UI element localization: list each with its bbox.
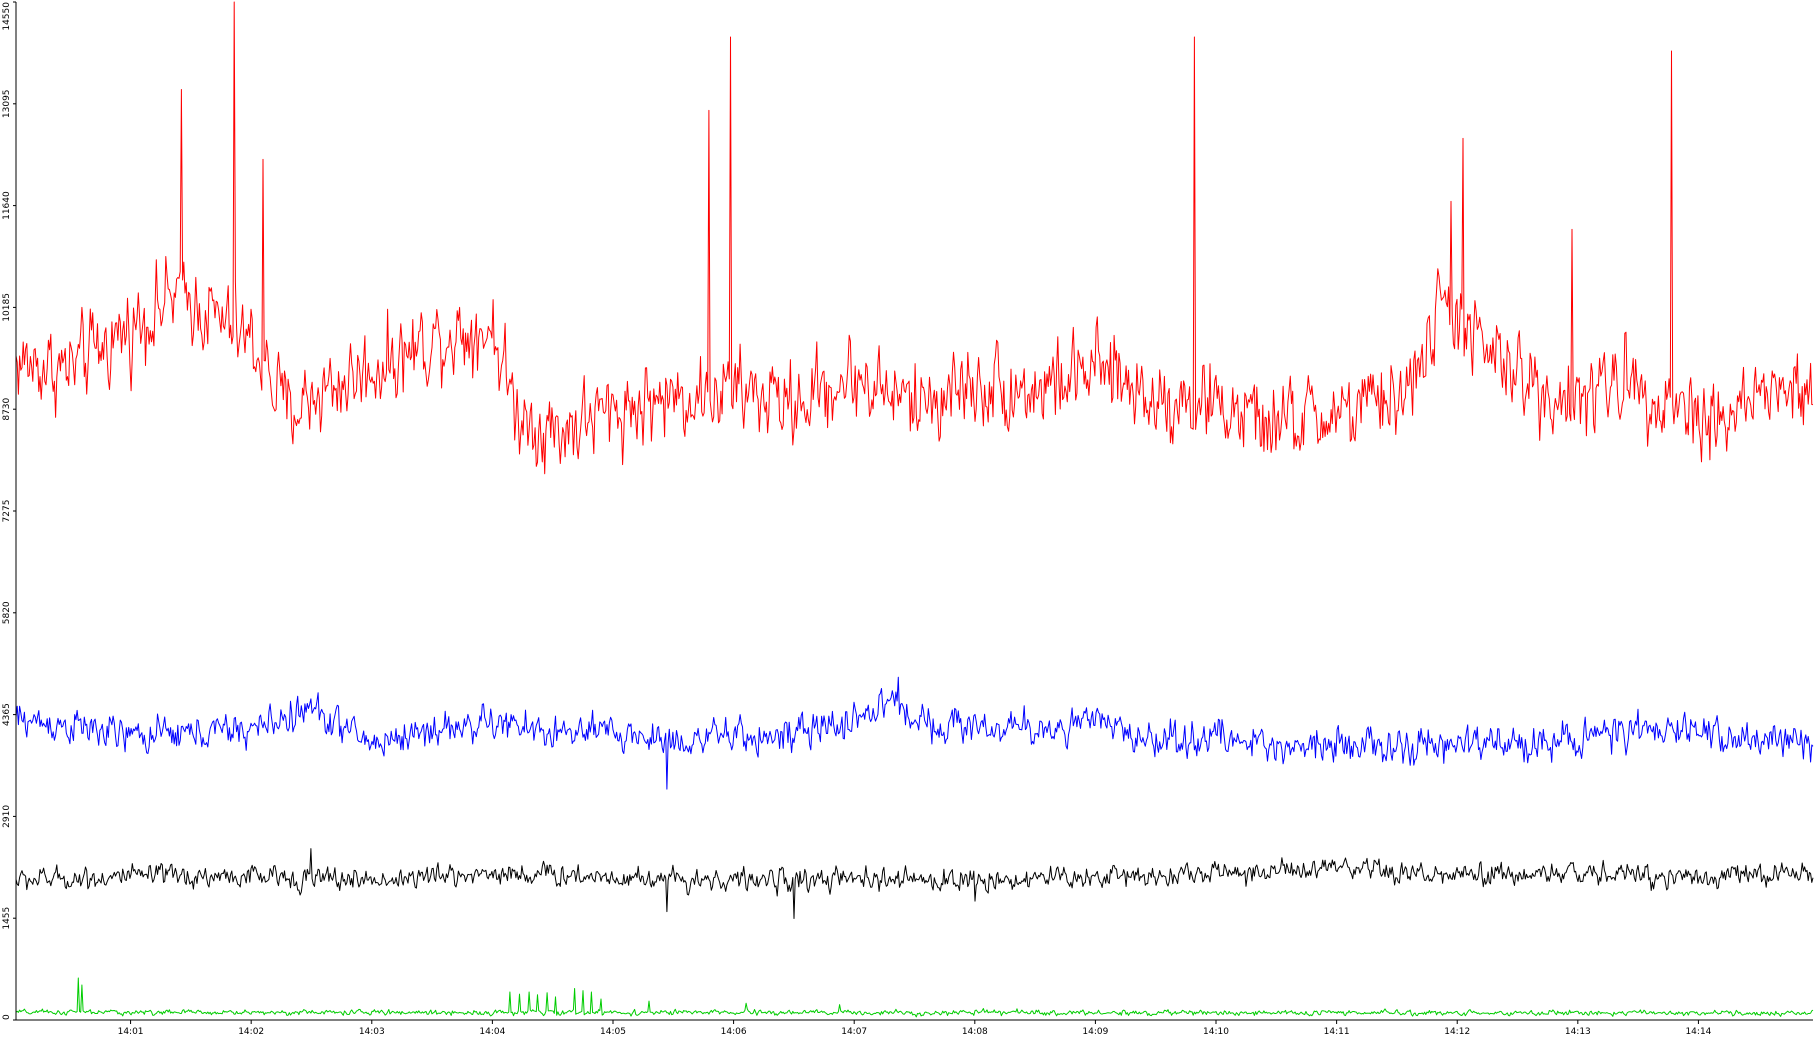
x-tick-label: 14:04: [479, 1027, 505, 1037]
y-tick-label: 13095: [2, 89, 12, 118]
x-tick-label: 14:14: [1685, 1027, 1711, 1037]
series-line-3: [15, 977, 1814, 1018]
x-tick-label: 14:12: [1444, 1027, 1470, 1037]
x-tick-label: 14:02: [238, 1027, 264, 1037]
x-tick-label: 14:03: [359, 1027, 385, 1037]
x-axis: 14:01 14:02 14:03 14:04 14:05 14:06 14:07 14:08…: [16, 1019, 1813, 1037]
x-tick-label: 14:07: [841, 1027, 867, 1037]
series-line-0: [15, 1, 1814, 475]
y-tick-label: 11640: [2, 191, 12, 220]
y-tick-label: 2910: [2, 805, 12, 828]
x-tick-label: 14:09: [1082, 1027, 1108, 1037]
plot-area: [15, 1, 1814, 1018]
y-tick-label: 14550: [2, 2, 12, 31]
x-tick-label: 14:05: [600, 1027, 626, 1037]
y-tick-label: 1455: [2, 907, 12, 930]
y-tick-label: 10185: [2, 293, 12, 322]
y-tick-label: 5820: [2, 601, 12, 624]
series-line-2: [15, 848, 1814, 919]
x-tick-label: 14:06: [721, 1027, 747, 1037]
x-tick-label: 14:13: [1565, 1027, 1591, 1037]
x-tick-label: 14:08: [962, 1027, 988, 1037]
y-tick-label: 8730: [2, 397, 12, 420]
y-tick-label: 4365: [2, 703, 12, 726]
series-line-1: [15, 676, 1814, 790]
y-tick-label: 0: [2, 1014, 12, 1020]
x-tick-label: 14:01: [118, 1027, 144, 1037]
x-tick-label: 14:11: [1324, 1027, 1350, 1037]
y-tick-label: 7275: [2, 500, 12, 523]
x-tick-label: 14:10: [1203, 1027, 1229, 1037]
y-axis: 0 1455 2910 4365 5820 7275 8730 10185 11640 13095…: [2, 1, 17, 1021]
